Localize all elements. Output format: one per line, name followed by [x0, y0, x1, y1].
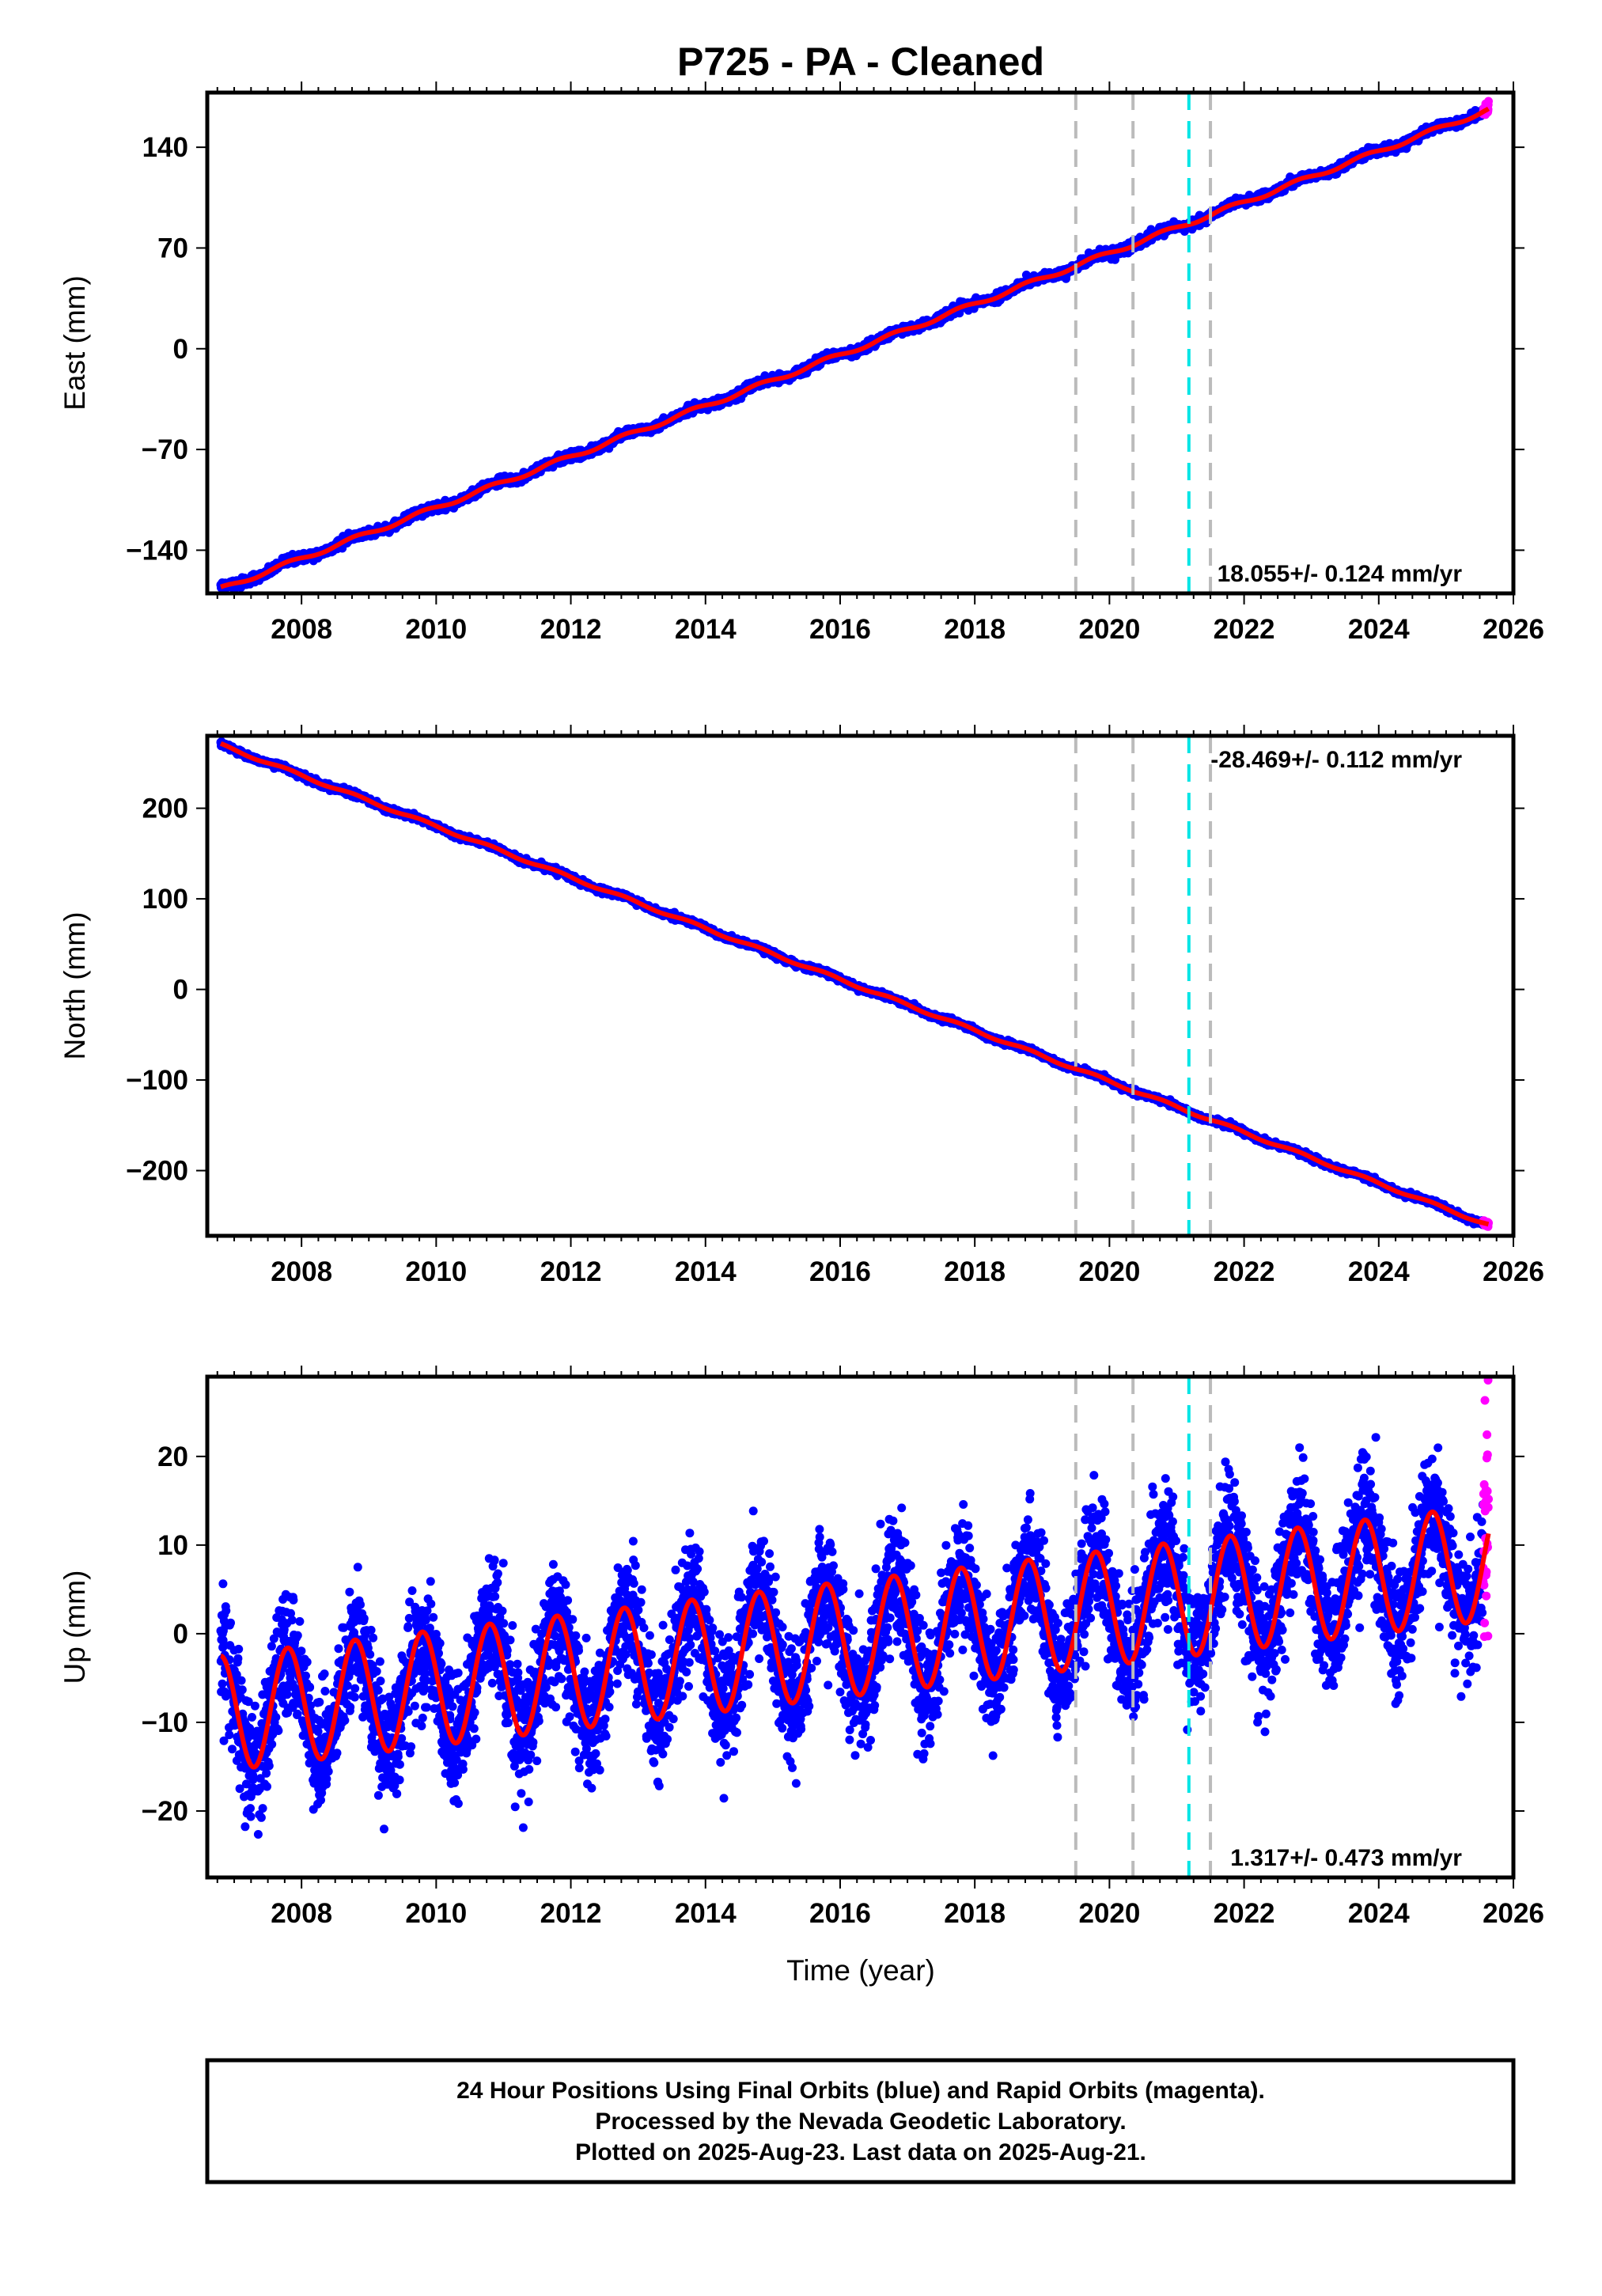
x-tick-label: 2012: [540, 614, 602, 645]
x-tick-label: 2022: [1214, 614, 1275, 645]
rapid-data-point: [1484, 97, 1493, 106]
x-tick-label: 2014: [675, 1256, 737, 1287]
y-tick-label: 140: [142, 132, 188, 163]
plot-area: [216, 736, 1493, 1236]
x-tick-label: 2022: [1214, 1256, 1275, 1287]
y-tick-label: 0: [173, 334, 188, 365]
plot-frame: [205, 90, 1516, 596]
y-tick-label: −70: [142, 434, 188, 465]
y-tick-label: −100: [126, 1065, 188, 1096]
y-axis-label: North (mm): [59, 911, 91, 1059]
x-tick-label: 2016: [809, 1256, 871, 1287]
north-panel: 2008 2010 2012 2014 2016 2018 2020 2022 2024 2026…: [59, 725, 1544, 1287]
east-panel: 2008 2010 2012 2014 2016 2018 2020 2022 2024 2026…: [59, 81, 1544, 645]
y-tick-label: 70: [157, 233, 188, 263]
velocity-label: 18.055+/- 0.124 mm/yr: [1218, 561, 1463, 587]
y-tick-label: −200: [126, 1156, 188, 1187]
x-tick-label: 2026: [1483, 1256, 1544, 1287]
x-tick-label: 2008: [271, 1256, 332, 1287]
x-tick-label: 2024: [1348, 614, 1410, 645]
x-tick-label: 2008: [271, 614, 332, 645]
x-tick-label: 2012: [540, 1256, 602, 1287]
y-tick-label: −140: [126, 535, 188, 566]
x-tick-label: 2014: [675, 614, 737, 645]
x-tick-label: 2020: [1078, 1256, 1140, 1287]
figure-title: P725 - PA - Cleaned: [677, 40, 1044, 84]
x-tick-label: 2020: [1078, 614, 1140, 645]
y-tick-label: 200: [142, 794, 188, 824]
x-tick-label: 2018: [944, 1256, 1006, 1287]
x-tick-label: 2026: [1483, 614, 1544, 645]
y-tick-label: 100: [142, 884, 188, 915]
x-tick-label: 2010: [405, 614, 467, 645]
model-fit-line: [220, 106, 1490, 589]
y-axis-label: East (mm): [59, 275, 91, 411]
x-tick-label: 2024: [1348, 1256, 1410, 1287]
x-tick-label: 2010: [405, 1256, 467, 1287]
plot-area: [216, 93, 1493, 593]
y-tick-label: 0: [173, 975, 188, 1006]
x-tick-label: 2016: [809, 614, 871, 645]
x-tick-label: 2018: [944, 614, 1006, 645]
